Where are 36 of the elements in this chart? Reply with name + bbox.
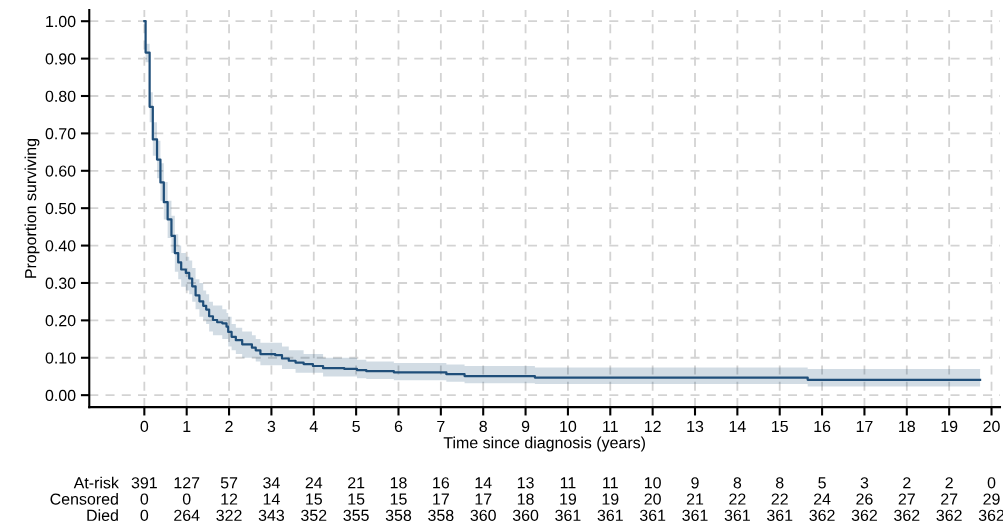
x-tick-label: 19 [941, 420, 958, 433]
y-tick-label: 0.30 [45, 277, 76, 289]
x-tick-label: 3 [267, 420, 276, 433]
y-tick-label: 1.00 [46, 15, 76, 28]
x-tick-label: 15 [772, 420, 788, 433]
x-tick-label: 5 [352, 420, 360, 433]
x-axis-title: Time since diagnosis (years) [443, 436, 645, 452]
x-tick-label: 1 [183, 420, 191, 432]
x-tick-label: 2 [225, 420, 233, 432]
x-tick-label: 7 [437, 420, 445, 432]
x-tick-label: 16 [814, 420, 831, 433]
x-tick-label: 18 [899, 420, 915, 433]
text: Censored 0 0 12 14 15 15 15 17 17 18 19 19 20 21 22 22 24 26 27 27 29 [50, 493, 1000, 505]
x-tick-label: 11 [603, 420, 618, 432]
text: At-risk 391 127 57 34 24 21 18 16 14 13 11 11 10 9 8 8 5 3 2 2 0 [73, 476, 996, 489]
y-tick-label: 0.70 [45, 128, 76, 140]
y-tick-label: 0.00 [45, 389, 76, 402]
y-axis-title: Proportion surviving [24, 139, 40, 278]
x-tick-label: 6 [394, 420, 403, 433]
y-tick-label: 0.40 [45, 240, 76, 252]
x-tick-label: 14 [729, 420, 746, 432]
y-tick-label: 0.20 [45, 315, 76, 327]
x-tick-label: 10 [560, 420, 577, 433]
y-tick-label: 0.50 [45, 202, 76, 215]
x-tick-label: 17 [856, 420, 873, 432]
x-tick-label: 13 [687, 420, 704, 433]
x-tick-label: 20 [983, 420, 1000, 433]
x-tick-label: 0 [140, 420, 149, 433]
y-tick-label: 0.80 [45, 90, 76, 102]
y-tick-label: 0.60 [45, 165, 76, 177]
x-tick-label: 8 [479, 420, 487, 433]
x-tick-label: 4 [309, 420, 318, 432]
y-tick-label: 0.10 [45, 352, 76, 364]
x-tick-label: 9 [521, 420, 530, 433]
y-tick-label: 0.90 [45, 53, 76, 65]
x-tick-label: 12 [644, 420, 661, 432]
